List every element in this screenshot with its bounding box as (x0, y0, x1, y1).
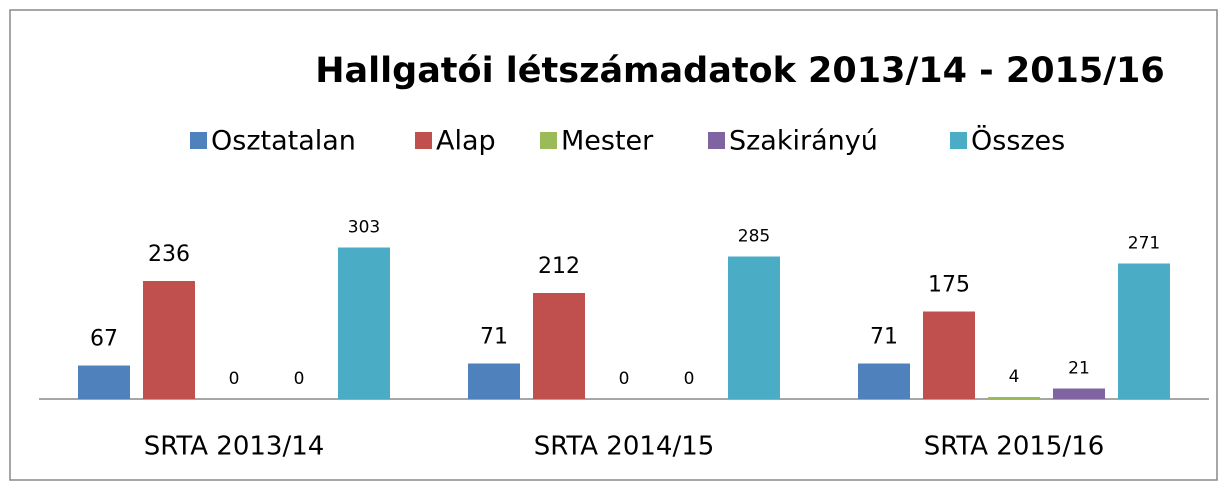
x-tick-label: SRTA 2015/16 (924, 432, 1105, 462)
data-label: 71 (480, 325, 508, 350)
bar (533, 293, 585, 399)
data-label: 236 (148, 242, 190, 267)
bar (988, 397, 1040, 399)
data-label: 285 (738, 227, 770, 247)
data-label: 4 (1009, 367, 1020, 387)
data-label: 212 (538, 254, 580, 279)
legend-swatch (190, 132, 207, 149)
legend-label: Alap (436, 126, 496, 157)
legend-swatch (540, 132, 557, 149)
data-label: 0 (294, 369, 305, 389)
data-label: 67 (90, 327, 118, 352)
legend-label: Mester (561, 126, 654, 157)
legend-label: Osztatalan (211, 126, 356, 157)
legend-label: Összes (971, 125, 1065, 157)
data-label: 0 (619, 369, 630, 389)
bar (858, 363, 910, 399)
data-label: 71 (870, 325, 898, 350)
chart-title: Hallgatói létszámadatok 2013/14 - 2015/1… (315, 51, 1165, 91)
chart-border (9, 9, 1218, 481)
legend-label: Szakirányú (729, 126, 878, 157)
bar (923, 311, 975, 399)
data-label: 0 (229, 369, 240, 389)
legend-swatch (708, 132, 725, 149)
legend-swatch (950, 132, 967, 149)
data-label: 271 (1128, 234, 1160, 254)
x-tick-label: SRTA 2013/14 (144, 432, 325, 462)
data-label: 0 (684, 369, 695, 389)
bar (143, 281, 195, 399)
bar (78, 365, 130, 399)
data-label: 21 (1068, 359, 1090, 379)
data-label: 175 (928, 273, 970, 298)
data-label: 303 (348, 218, 380, 238)
bar (338, 247, 390, 399)
bar (1053, 388, 1105, 399)
bar (728, 256, 780, 399)
x-tick-label: SRTA 2014/15 (534, 432, 715, 462)
bar (1118, 263, 1170, 399)
bar (468, 363, 520, 399)
legend-swatch (415, 132, 432, 149)
